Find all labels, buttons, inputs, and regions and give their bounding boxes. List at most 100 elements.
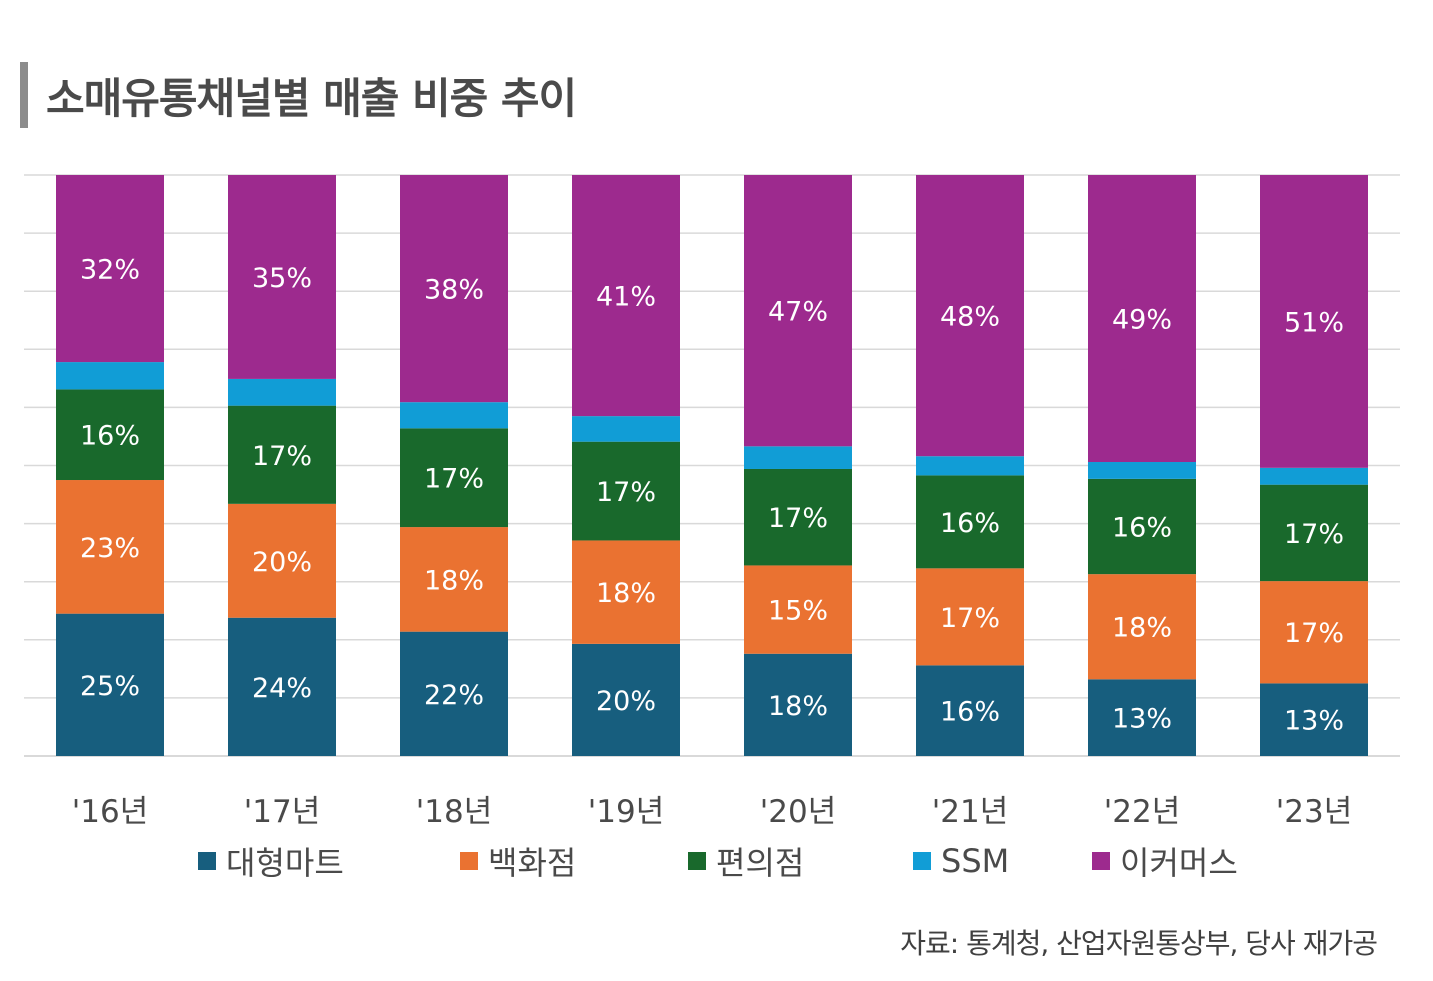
bar-segment — [916, 568, 1024, 666]
bar-segment — [228, 175, 336, 379]
legend-item: 대형마트 — [198, 838, 344, 884]
bar-segment — [1088, 478, 1196, 575]
legend-swatch — [1092, 852, 1110, 870]
data-label: 47% — [768, 297, 828, 328]
bar-segment — [56, 613, 164, 756]
data-label: 15% — [768, 596, 828, 627]
data-label: 13% — [1284, 706, 1344, 737]
title-accent-bar — [20, 62, 28, 128]
bar-segment — [744, 653, 852, 756]
bar-segment — [228, 503, 336, 618]
source-note: 자료: 통계청, 산업자원통상부, 당사 재가공 — [900, 927, 1378, 960]
stacked-bar-chart: 25% 23% 16% 32% '16년 24% 20% 17% 35% '17년 22% 18% 17… — [24, 174, 1400, 830]
data-label: 25% — [80, 671, 140, 702]
data-label: 48% — [940, 302, 1000, 333]
data-label: 17% — [1284, 618, 1344, 649]
data-label: 16% — [940, 508, 1000, 539]
data-label: 38% — [424, 275, 484, 306]
bar-segment — [572, 540, 680, 644]
data-label: 24% — [252, 673, 312, 704]
legend-swatch — [198, 852, 216, 870]
x-tick-label: '16년 — [72, 794, 149, 830]
data-label: 20% — [252, 547, 312, 578]
legend-label: 이커머스 — [1120, 844, 1238, 882]
legend-item: SSM — [913, 838, 1009, 884]
data-label: 17% — [1284, 519, 1344, 550]
bar-segment — [916, 175, 1024, 457]
bar-segment — [1260, 683, 1368, 756]
data-label: 16% — [80, 421, 140, 452]
data-label: 17% — [252, 441, 312, 472]
bar-segment — [744, 468, 852, 566]
bar-segment — [1088, 175, 1196, 463]
bar-segment — [56, 389, 164, 481]
bar-segment — [400, 631, 508, 756]
data-label: 17% — [940, 603, 1000, 634]
bar-segment — [1260, 484, 1368, 582]
data-label: 17% — [424, 464, 484, 495]
bar-segment — [572, 441, 680, 541]
bar-segment — [228, 378, 336, 406]
legend-item: 이커머스 — [1092, 838, 1238, 884]
data-label: 18% — [596, 578, 656, 609]
bar-segment — [1088, 574, 1196, 680]
bar-segment — [400, 402, 508, 429]
data-label: 41% — [596, 282, 656, 313]
legend-label: 백화점 — [488, 844, 577, 882]
bar-segment — [744, 175, 852, 447]
legend-item: 백화점 — [460, 838, 576, 884]
x-tick-label: '19년 — [588, 794, 665, 830]
data-label: 18% — [424, 565, 484, 596]
legend-label: SSM — [941, 842, 1010, 880]
bar-segment — [572, 643, 680, 756]
legend-label: 편의점 — [716, 844, 805, 882]
legend-swatch — [913, 852, 931, 870]
bar-segment — [916, 475, 1024, 569]
x-tick-label: '21년 — [932, 794, 1009, 830]
bar-segment — [744, 446, 852, 469]
bar-segment — [916, 456, 1024, 476]
data-label: 49% — [1112, 305, 1172, 336]
bar-segment — [1260, 581, 1368, 684]
data-label: 23% — [80, 533, 140, 564]
title-block: 소매유통채널별 매출 비중 추이 — [20, 62, 577, 128]
data-label: 20% — [596, 686, 656, 717]
bar-segment — [1260, 467, 1368, 485]
data-label: 17% — [596, 477, 656, 508]
bar-segment — [744, 565, 852, 654]
bar-segment — [400, 428, 508, 528]
bar-segment — [916, 665, 1024, 756]
legend-swatch — [460, 852, 478, 870]
bar-segment — [56, 480, 164, 614]
bar-segment — [1088, 462, 1196, 479]
data-label: 35% — [252, 263, 312, 294]
bar-segment — [400, 527, 508, 632]
bar-segment — [228, 405, 336, 504]
bar-segment — [572, 416, 680, 442]
data-label: 16% — [940, 697, 1000, 728]
data-label: 13% — [1112, 704, 1172, 735]
bar-segment — [56, 362, 164, 390]
legend-label: 대형마트 — [226, 844, 344, 882]
data-label: 18% — [1112, 613, 1172, 644]
x-tick-label: '18년 — [416, 794, 493, 830]
bar-segment — [400, 175, 508, 403]
x-tick-label: '22년 — [1104, 794, 1181, 830]
bar-segment — [56, 175, 164, 363]
data-label: 32% — [80, 255, 140, 286]
bar-segment — [1088, 679, 1196, 756]
data-label: 17% — [768, 503, 828, 534]
bar-segment — [228, 617, 336, 756]
chart-title: 소매유통채널별 매출 비중 추이 — [46, 73, 577, 123]
bar-segment — [572, 175, 680, 417]
data-label: 22% — [424, 680, 484, 711]
data-label: 51% — [1284, 307, 1344, 338]
bar-segment — [1260, 175, 1368, 468]
legend: 대형마트 백화점 편의점 SSM 이커머스 — [0, 838, 1433, 884]
data-label: 16% — [1112, 513, 1172, 544]
legend-swatch — [688, 852, 706, 870]
legend-item: 편의점 — [688, 838, 804, 884]
x-tick-label: '17년 — [244, 794, 321, 830]
x-tick-label: '23년 — [1276, 794, 1353, 830]
data-label: 18% — [768, 691, 828, 722]
